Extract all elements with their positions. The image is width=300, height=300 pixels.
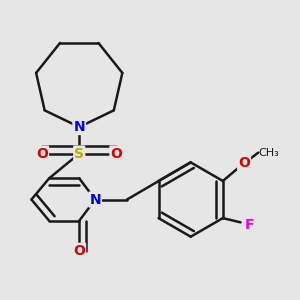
Text: O: O — [36, 146, 48, 161]
Text: N: N — [89, 193, 101, 206]
Text: F: F — [245, 218, 254, 232]
Text: CH₃: CH₃ — [258, 148, 279, 158]
Text: O: O — [238, 156, 250, 170]
Text: N: N — [74, 120, 85, 134]
Text: S: S — [74, 146, 84, 161]
Text: O: O — [110, 146, 122, 161]
Text: O: O — [73, 244, 85, 258]
